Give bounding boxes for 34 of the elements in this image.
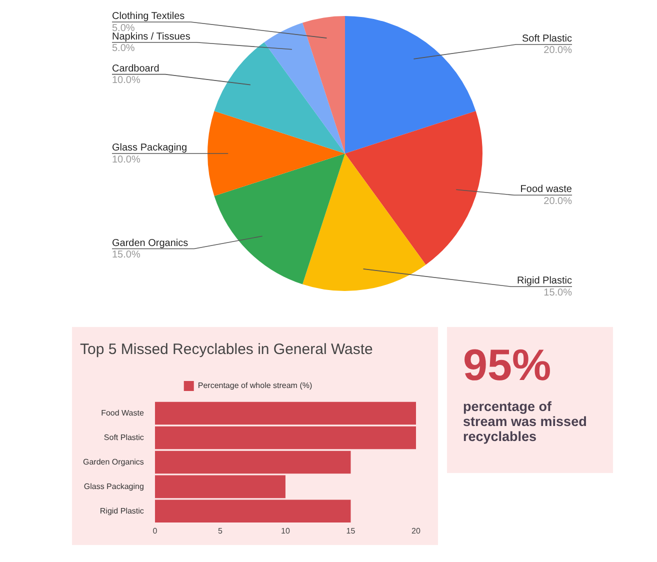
slice-label: Food waste xyxy=(520,184,572,196)
y-tick-label: Glass Packaging xyxy=(84,482,144,491)
slice-label: Soft Plastic xyxy=(522,33,572,44)
bar xyxy=(154,475,286,498)
bar xyxy=(154,402,416,425)
data-label: 5.0% xyxy=(112,43,135,54)
bar xyxy=(154,426,416,450)
legend-label: Percentage of whole stream (%) xyxy=(198,381,312,390)
bar xyxy=(154,500,351,523)
x-tick-label: 15 xyxy=(346,526,356,536)
data-label: 10.0% xyxy=(112,154,140,166)
x-tick-label: 5 xyxy=(218,526,223,536)
slice-label: Garden Organics xyxy=(112,238,188,249)
y-tick-label: Food Waste xyxy=(101,408,144,418)
data-label: 15.0% xyxy=(544,287,572,298)
x-tick-label: 20 xyxy=(412,526,421,536)
slice-label: Cardboard xyxy=(112,63,160,74)
chart-title: Top 5 Missed Recyclables in General Waste xyxy=(80,341,373,358)
data-label: 20.0% xyxy=(544,45,572,56)
y-tick-label: Garden Organics xyxy=(82,457,144,466)
text: 95% xyxy=(463,341,552,391)
data-label: 10.0% xyxy=(112,75,140,86)
text: percentage of stream was missed recyclables xyxy=(463,399,588,444)
slice-label: Napkins / Tissues xyxy=(112,31,190,42)
slice-label: Glass Packaging xyxy=(112,142,188,154)
data-label: 20.0% xyxy=(544,196,572,207)
x-tick-label: 10 xyxy=(281,526,290,536)
data-label: 15.0% xyxy=(112,250,140,261)
y-tick-label: Rigid Plastic xyxy=(100,506,144,516)
x-tick-label: 0 xyxy=(152,526,158,536)
slice-label: Rigid Plastic xyxy=(516,276,572,287)
bar xyxy=(154,450,351,474)
slice-label: Clothing Textiles xyxy=(112,11,185,22)
y-tick-label: Soft Plastic xyxy=(104,432,144,442)
